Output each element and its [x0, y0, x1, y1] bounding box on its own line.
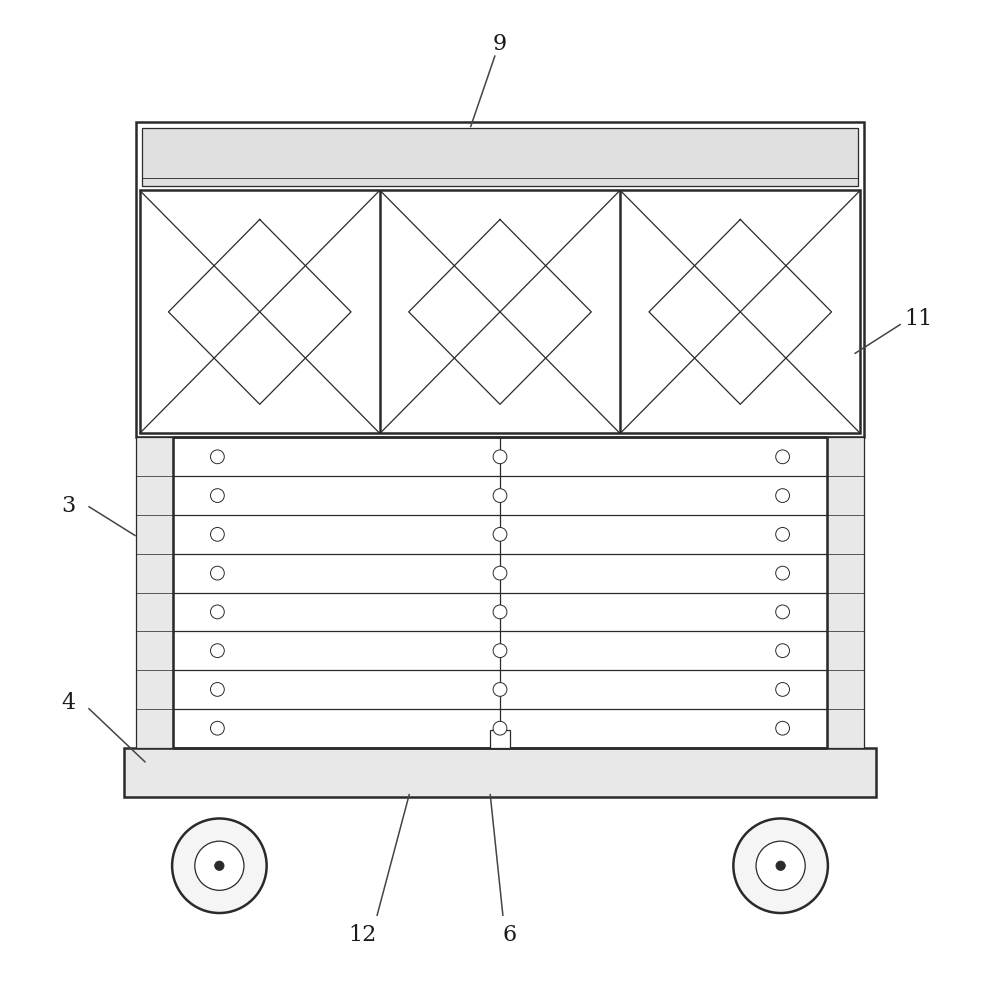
Circle shape [215, 861, 224, 871]
Circle shape [195, 841, 244, 891]
Bar [827, 438, 864, 748]
Circle shape [493, 566, 507, 580]
Text: 12: 12 [348, 923, 376, 945]
Circle shape [493, 643, 507, 657]
Bar [136, 122, 864, 438]
Circle shape [776, 527, 789, 541]
Circle shape [211, 721, 224, 735]
Circle shape [172, 818, 267, 913]
Circle shape [211, 527, 224, 541]
Bar [124, 748, 876, 796]
Circle shape [211, 605, 224, 619]
Circle shape [493, 450, 507, 464]
Circle shape [776, 721, 789, 735]
Text: 11: 11 [904, 308, 933, 331]
Bar [490, 730, 510, 748]
Circle shape [776, 682, 789, 696]
Circle shape [211, 682, 224, 696]
Circle shape [776, 566, 789, 580]
Text: 4: 4 [62, 692, 76, 714]
Circle shape [733, 818, 828, 913]
Circle shape [493, 605, 507, 619]
Circle shape [776, 643, 789, 657]
Circle shape [493, 721, 507, 735]
Circle shape [756, 841, 805, 891]
Circle shape [776, 489, 789, 502]
Text: 3: 3 [62, 496, 76, 517]
Bar [136, 438, 173, 748]
Text: 9: 9 [493, 33, 507, 55]
Circle shape [211, 566, 224, 580]
Circle shape [493, 489, 507, 502]
Circle shape [776, 450, 789, 464]
Circle shape [776, 605, 789, 619]
Bar [140, 191, 860, 434]
Circle shape [776, 861, 785, 871]
Bar [142, 128, 858, 187]
Circle shape [493, 682, 507, 696]
Circle shape [211, 450, 224, 464]
Circle shape [211, 489, 224, 502]
Circle shape [493, 527, 507, 541]
Circle shape [211, 643, 224, 657]
Text: 6: 6 [503, 923, 517, 945]
